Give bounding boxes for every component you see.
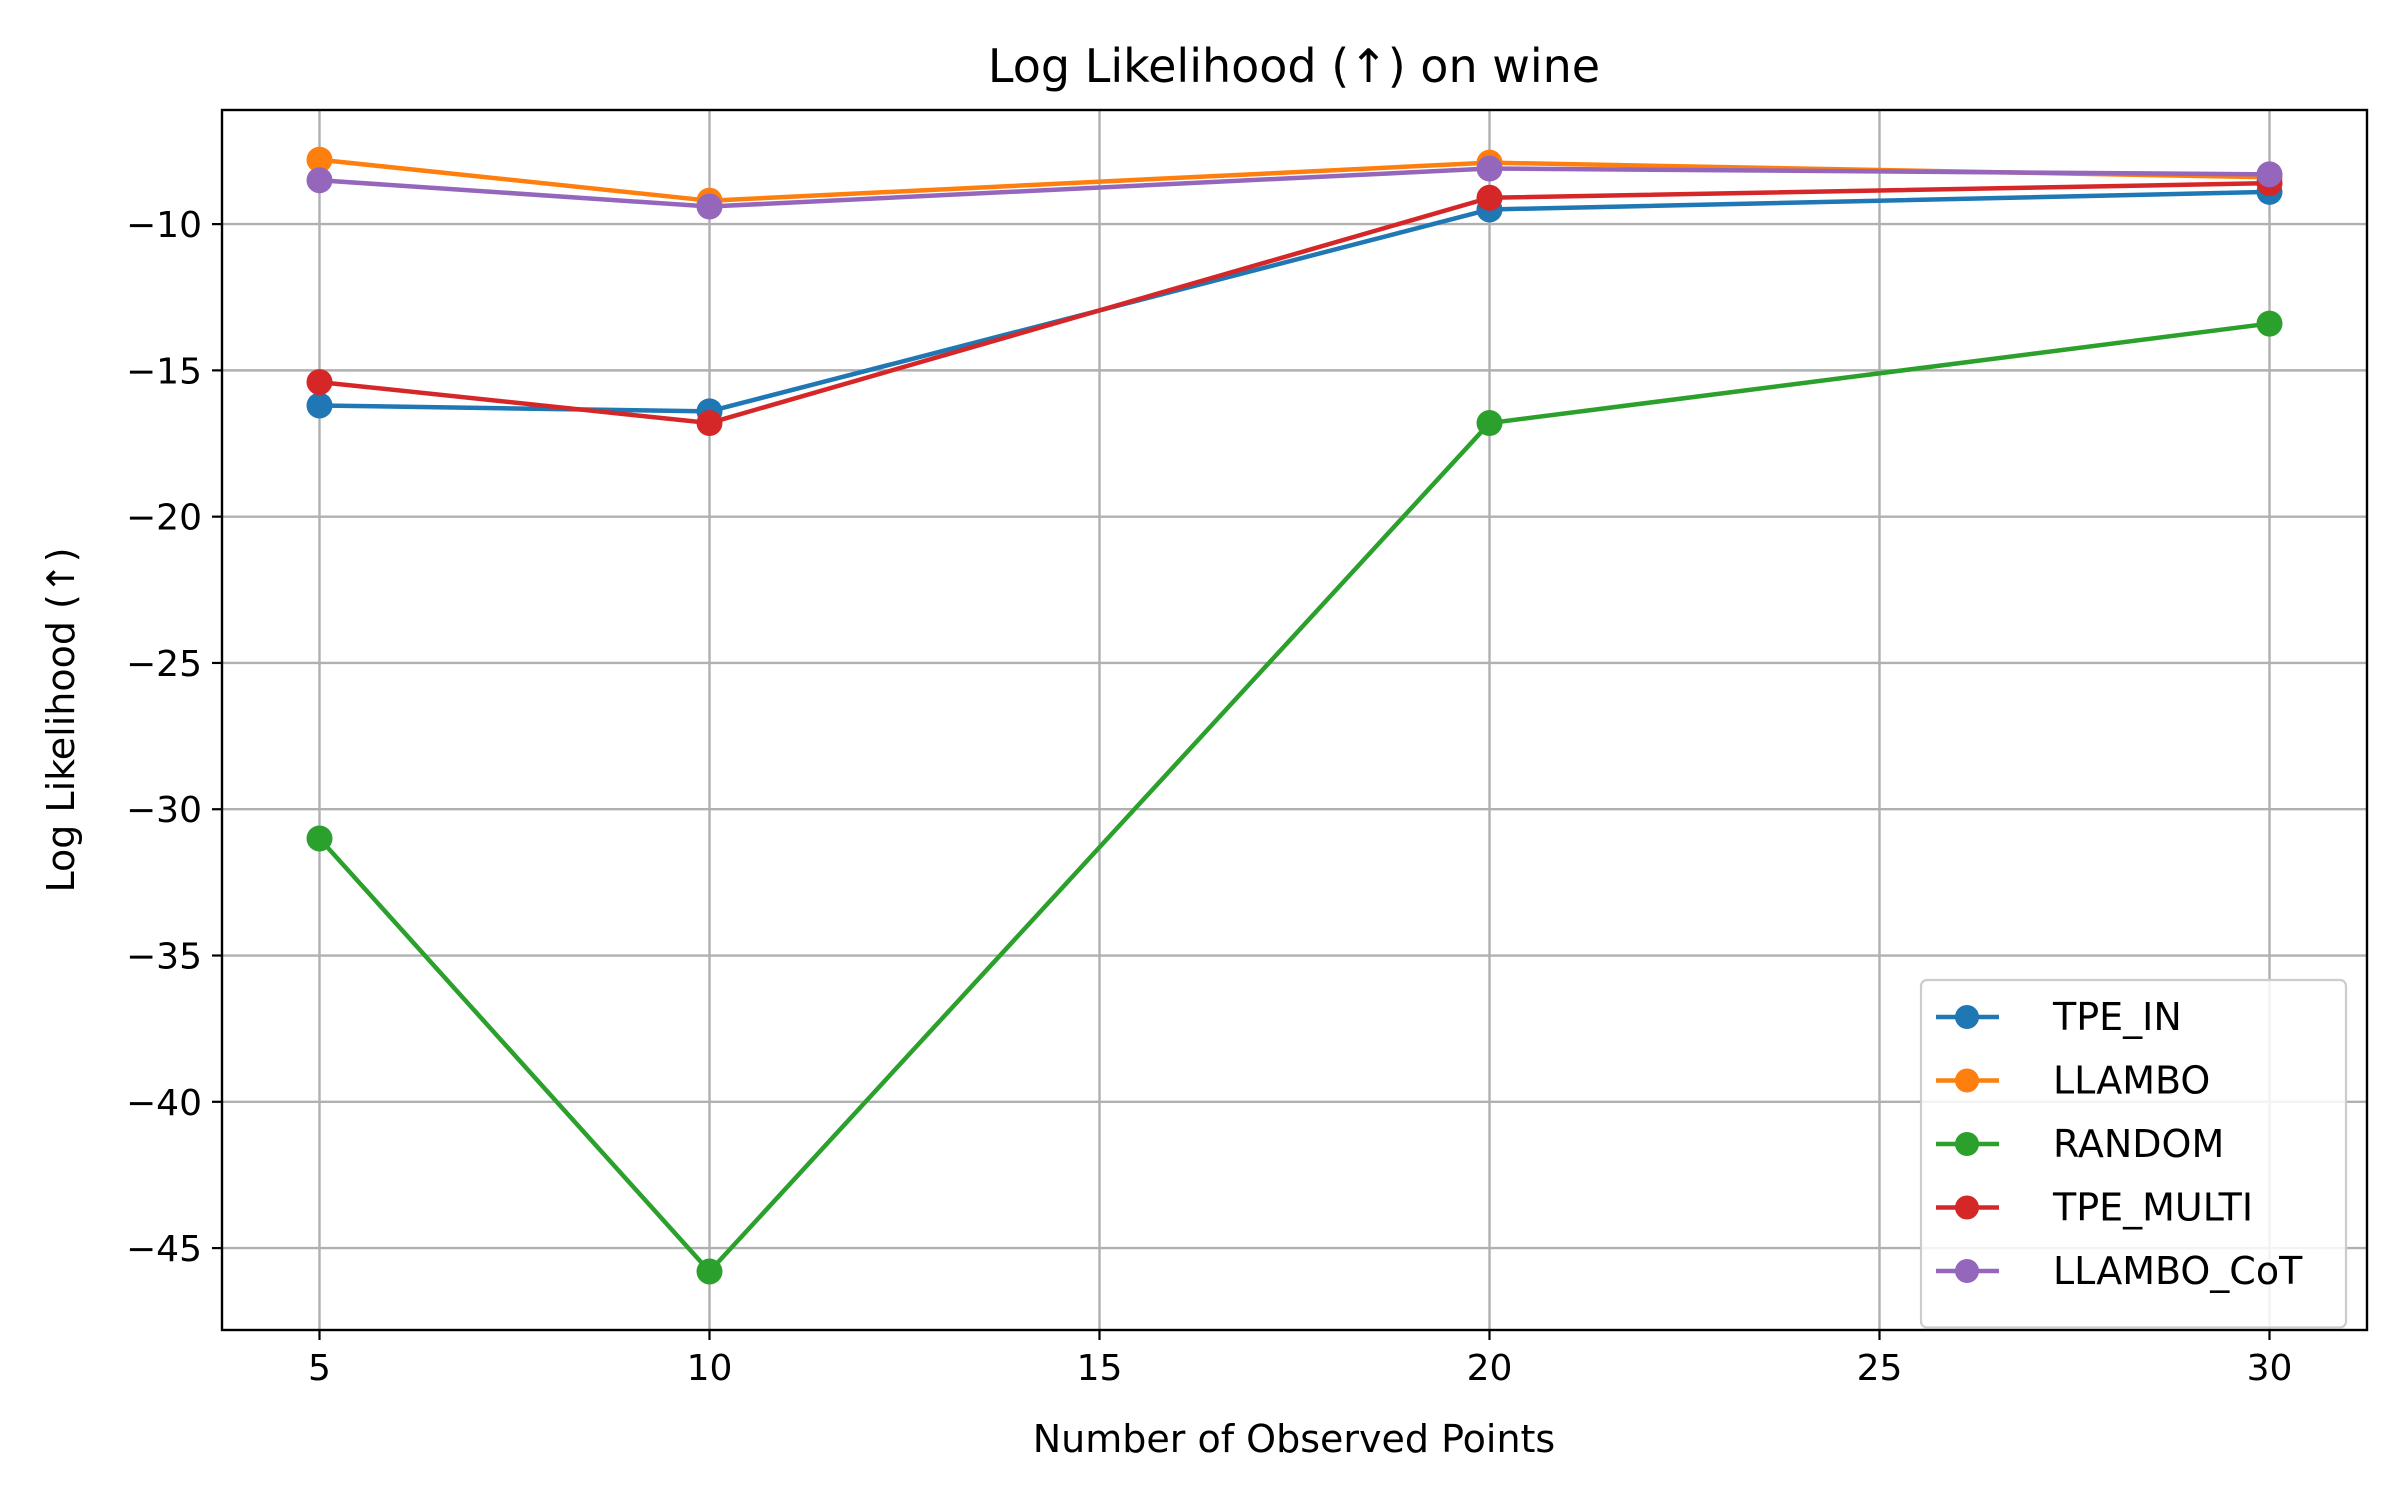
x-tick-label: 30 [2247, 1348, 2293, 1389]
y-tick-label: −10 [126, 205, 202, 246]
y-tick-label: −15 [126, 351, 202, 392]
legend-label: TPE_IN [2052, 995, 2182, 1039]
data-point-llambo-cot [306, 167, 333, 194]
legend-item-llambo: LLAMBO [1936, 1059, 2210, 1103]
series-llambo-cot [306, 155, 2283, 220]
data-point-llambo-cot [1476, 155, 1503, 182]
series-layer [306, 146, 2283, 1285]
x-axis-label: Number of Observed Points [1033, 1417, 1555, 1461]
series-line-random [317, 321, 2270, 1274]
plot-frame [220, 108, 2369, 1332]
y-axis-ticks: −45 −40 −35 −30 −25 −20 −15 −10 [126, 205, 222, 1270]
series-tpe-in [306, 178, 2283, 425]
data-point-random [306, 825, 333, 852]
legend-marker [1955, 1195, 1979, 1220]
data-point-llambo-cot [2256, 161, 2283, 188]
legend-item-tpe-multi: TPE_MULTI [1936, 1186, 2253, 1230]
y-tick-label: −45 [126, 1229, 202, 1270]
series-tpe-multi [306, 170, 2283, 437]
legend-marker [1955, 1005, 1979, 1029]
x-tick-label: 25 [1857, 1348, 1903, 1389]
legend-label: TPE_MULTI [2052, 1186, 2253, 1230]
y-tick-label: −40 [126, 1083, 202, 1124]
data-point-random [696, 1258, 723, 1285]
legend-item-random: RANDOM [1936, 1122, 2224, 1166]
legend-item-llambo-cot: LLAMBO_CoT [1936, 1249, 2303, 1293]
data-point-llambo-cot [696, 193, 723, 220]
legend-marker [1955, 1068, 1979, 1093]
x-tick-label: 15 [1077, 1348, 1123, 1389]
chart-title: Log Likelihood (↑) on wine [988, 39, 1600, 93]
data-point-llambo [306, 146, 333, 173]
data-point-tpe-multi [1476, 184, 1503, 211]
x-axis-ticks: 5 10 15 20 25 30 [308, 1330, 2292, 1389]
series-line-llambo-cot [319, 166, 2270, 209]
legend-marker [1955, 1132, 1979, 1156]
data-point-tpe-multi [306, 369, 333, 396]
legend-label: RANDOM [2053, 1122, 2224, 1166]
data-point-random [1476, 410, 1503, 437]
data-point-random [2256, 310, 2283, 337]
data-point-tpe-in [306, 392, 333, 419]
y-tick-label: −35 [126, 937, 202, 978]
data-point-tpe-multi [696, 410, 723, 437]
legend-label: LLAMBO [2053, 1059, 2210, 1103]
x-tick-label: 10 [687, 1348, 733, 1389]
x-tick-label: 20 [1467, 1348, 1513, 1389]
y-tick-label: −25 [126, 644, 202, 685]
y-tick-label: −20 [126, 498, 202, 539]
series-line-tpe-multi [319, 180, 2270, 426]
legend-marker [1955, 1259, 1979, 1283]
legend-frame [1919, 978, 2348, 1329]
y-tick-label: −30 [126, 790, 202, 831]
legend-label: LLAMBO_CoT [2053, 1249, 2303, 1293]
legend-item-tpe-in: TPE_IN [1936, 995, 2182, 1039]
y-axis-label: Log Likelihood (↑) [39, 547, 83, 892]
series-random [306, 310, 2283, 1285]
legend: TPE_IN LLAMBO RANDOM TPE_MULTI LLAMBO_CoT [1919, 978, 2348, 1329]
x-tick-label: 5 [308, 1348, 331, 1389]
